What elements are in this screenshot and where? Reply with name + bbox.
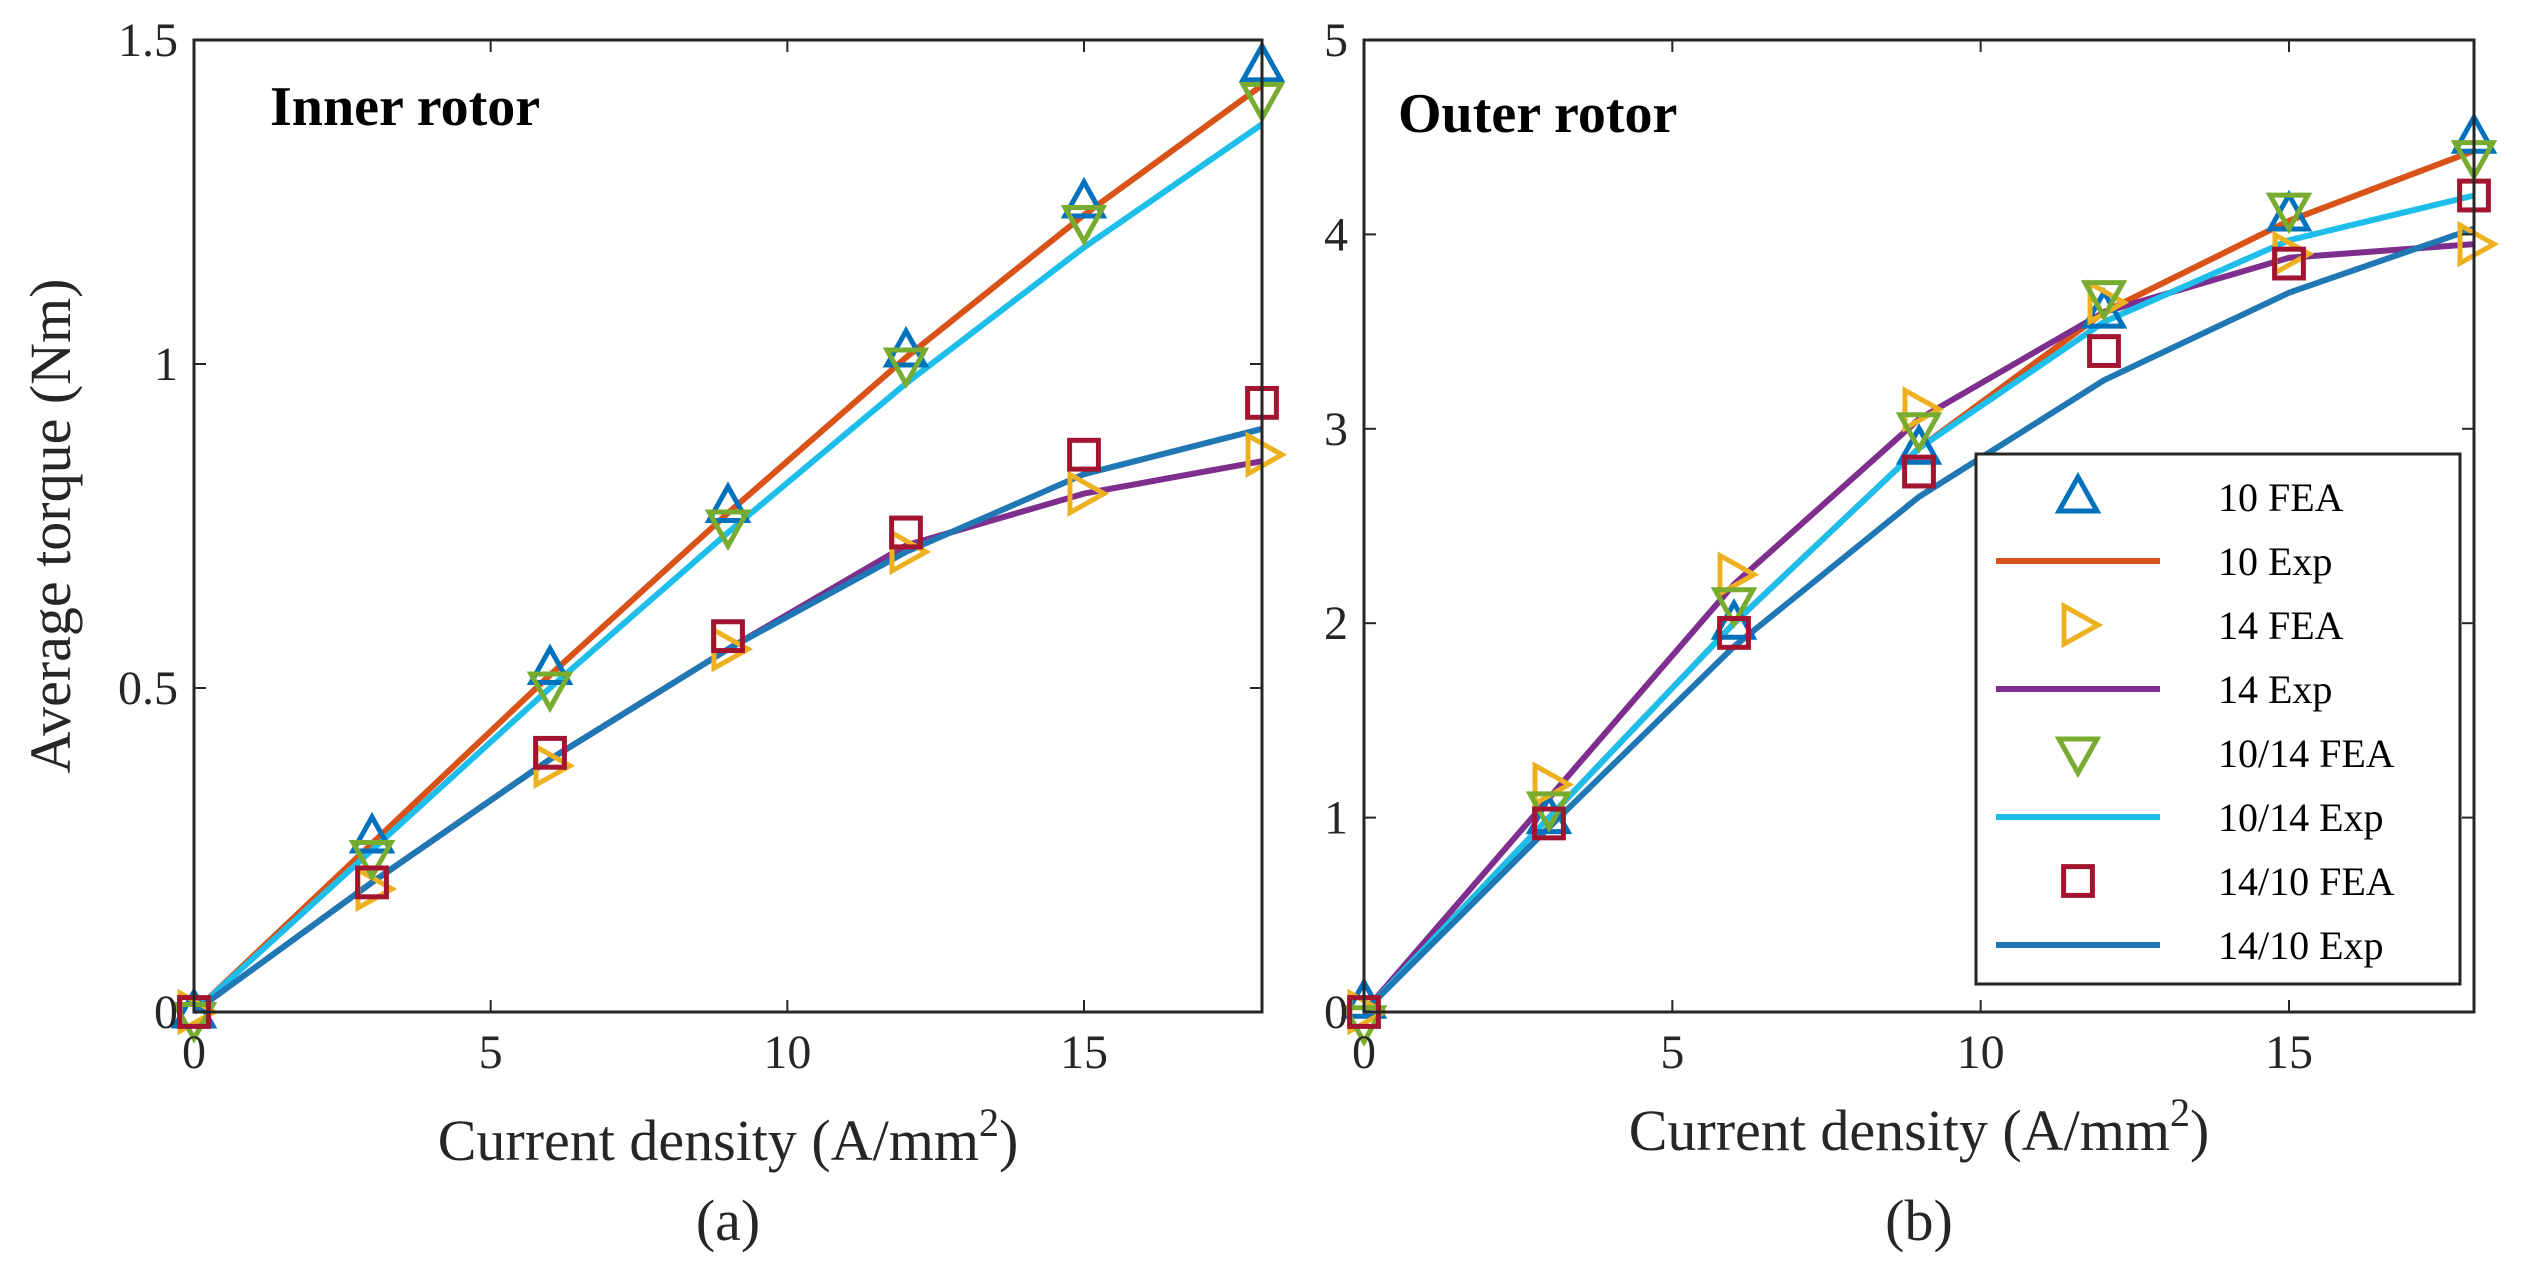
- outer-data-point: [1710, 587, 1758, 629]
- legend-marker-swatch: [2061, 601, 2104, 649]
- legend-label: 10 Exp: [2218, 539, 2332, 584]
- inner-xtick-label: 0: [182, 1026, 206, 1079]
- panel-inner-rotor: 0 5 10 15 0 0.5 1 1.5 Inner rotor Current densi…: [18, 14, 1288, 1253]
- inner-ytick-label: 1: [154, 338, 178, 391]
- outer-ytick-label: 0: [1324, 986, 1348, 1039]
- axes-box-inner: [192, 38, 1264, 1014]
- outer-xtick-label: 15: [2265, 1026, 2313, 1079]
- outer-data-point: [2457, 220, 2500, 268]
- caption-b: (b): [1885, 1188, 1953, 1253]
- inner-data-point: [704, 481, 752, 524]
- inner-ytick-label: 0.5: [118, 662, 178, 715]
- legend-marker-swatch: [2061, 864, 2095, 898]
- legend-label: 14/10 Exp: [2218, 923, 2384, 968]
- inner-xtick-label: 15: [1060, 1026, 1108, 1079]
- inner-data-point: [889, 515, 923, 550]
- legend-item: 10/14 Exp: [1996, 795, 2384, 840]
- panel-outer-rotor: 0 5 10 15 0 1 2 3 4 5 Outer rotor Current density…: [1324, 14, 2500, 1253]
- x-axis-label-inner: Current density (A/mm2): [438, 1100, 1019, 1173]
- y-axis-label-inner: Average torque (Nm): [18, 279, 83, 774]
- inner-data-point: [711, 619, 745, 654]
- inner-data-point: [348, 839, 396, 882]
- panel-title-inner: Inner rotor: [270, 76, 540, 138]
- inner-data-point: [889, 528, 932, 576]
- outer-data-point: [1895, 412, 1943, 454]
- outer-ytick-label: 4: [1324, 208, 1348, 261]
- inner-data-point: [533, 735, 567, 770]
- outer-data-point: [1902, 386, 1945, 433]
- legend-item: 14 FEA: [2061, 601, 2344, 649]
- inner-data-point: [1060, 176, 1108, 219]
- legend-item: 10/14 FEA: [2054, 731, 2395, 779]
- outer-data-point: [2080, 280, 2128, 322]
- legend-item: 14/10 FEA: [2061, 859, 2395, 904]
- inner-data-point: [1245, 431, 1288, 478]
- outer-ytick-label: 2: [1324, 597, 1348, 650]
- inner-ytick-label: 0: [154, 986, 178, 1039]
- outer-ytick-label: 1: [1324, 792, 1348, 845]
- outer-data-point: [2265, 192, 2313, 235]
- inner-data-point: [1060, 204, 1108, 247]
- outer-xtick-label: 5: [1660, 1026, 1684, 1079]
- legend-label: 14/10 FEA: [2218, 859, 2395, 904]
- outer-xtick-label: 10: [1957, 1026, 2005, 1079]
- inner-data-point: [526, 643, 574, 686]
- legend-label: 10/14 Exp: [2218, 795, 2384, 840]
- legend-marker-swatch: [2054, 471, 2102, 514]
- inner-xtick-label: 5: [479, 1026, 503, 1079]
- outer-data-point: [1717, 616, 1751, 650]
- axes-box-outer: [1362, 38, 2476, 1014]
- inner-data-point: [882, 347, 930, 390]
- inner-data-point: [526, 671, 574, 714]
- inner-data-point: [1067, 437, 1101, 472]
- legend-label: 14 FEA: [2218, 603, 2344, 648]
- outer-data-point: [1895, 423, 1943, 465]
- outer-data-point: [2272, 246, 2306, 281]
- legend: 10 FEA 10 Exp 14 FEA 14 Exp 10/14 FEA 10/14 E…: [1974, 452, 2462, 986]
- legend-item: 14/10 Exp: [1996, 923, 2384, 968]
- outer-ytick-label: 5: [1324, 14, 1348, 67]
- inner-data-point: [704, 509, 752, 552]
- legend-marker-swatch: [2054, 736, 2102, 779]
- legend-label: 14 Exp: [2218, 667, 2332, 712]
- legend-item: 14 Exp: [1996, 667, 2332, 712]
- panel-title-outer: Outer rotor: [1398, 83, 1677, 145]
- outer-data-point: [1902, 454, 1936, 489]
- legend-label: 10 FEA: [2218, 475, 2344, 520]
- inner-data-point: [355, 865, 389, 900]
- legend-item: 10 FEA: [2054, 471, 2344, 520]
- inner-ytick-label: 1.5: [118, 14, 178, 67]
- outer-ytick-label: 3: [1324, 403, 1348, 456]
- legend-box: [1974, 452, 2462, 986]
- inner-data-point: [348, 811, 396, 854]
- inner-xtick-label: 10: [763, 1026, 811, 1079]
- legend-item: 10 Exp: [1996, 539, 2332, 584]
- outer-data-point: [1717, 551, 1760, 598]
- caption-a: (a): [696, 1188, 760, 1253]
- outer-data-point: [1532, 806, 1566, 841]
- x-axis-label-outer: Current density (A/mm2): [1629, 1090, 2210, 1163]
- outer-data-point: [2087, 334, 2121, 368]
- inner-data-point: [1067, 470, 1110, 517]
- outer-xtick-label: 0: [1352, 1026, 1376, 1079]
- legend-label: 10/14 FEA: [2218, 731, 2395, 776]
